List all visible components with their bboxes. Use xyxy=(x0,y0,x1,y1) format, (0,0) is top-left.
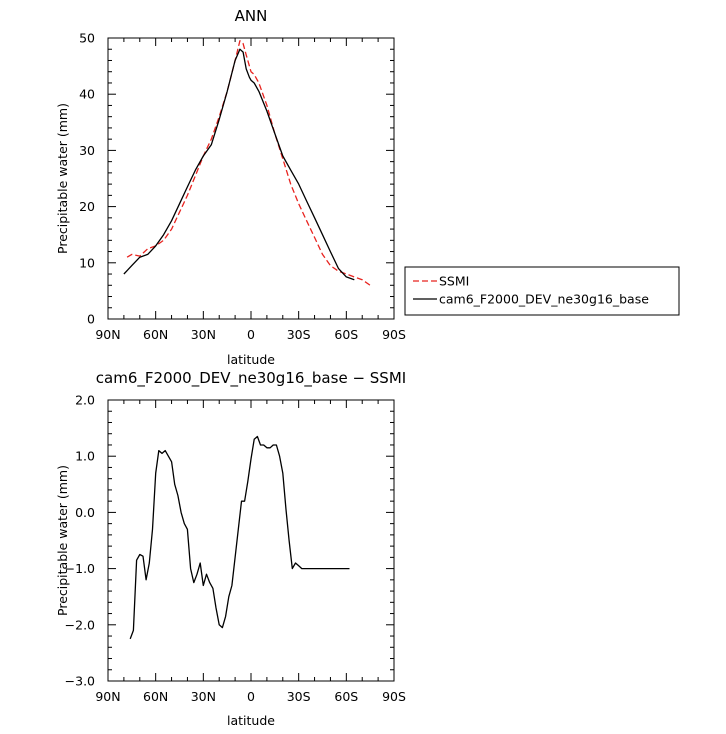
y-tick-label: 0 xyxy=(87,312,95,327)
x-tick-label: 0 xyxy=(247,689,255,704)
x-tick-label: 90N xyxy=(95,689,120,704)
y-tick-label: 0.0 xyxy=(75,505,95,520)
x-axis-label: latitude xyxy=(227,352,275,367)
x-tick-label: 0 xyxy=(247,327,255,342)
x-tick-label: 60S xyxy=(334,689,358,704)
x-axis-label: latitude xyxy=(227,713,275,728)
x-tick-label: 30N xyxy=(191,327,216,342)
x-tick-label: 60S xyxy=(334,327,358,342)
y-tick-label: 2.0 xyxy=(75,393,95,408)
series-line-0 xyxy=(129,435,350,640)
y-tick-label: 10 xyxy=(79,255,95,270)
series-line-0 xyxy=(126,40,371,286)
y-axis-label: Precipitable water (mm) xyxy=(55,103,70,254)
y-tick-label: 50 xyxy=(79,31,95,46)
x-tick-label: 60N xyxy=(143,327,168,342)
x-tick-label: 30N xyxy=(191,689,216,704)
x-tick-label: 30S xyxy=(287,327,311,342)
x-tick-label: 60N xyxy=(143,689,168,704)
lower-panel: cam6_F2000_DEV_ne30g16_base − SSMI 90N 60N… xyxy=(55,369,406,728)
y-tick-label: 30 xyxy=(79,143,95,158)
y-axis-label: Precipitable water (mm) xyxy=(55,465,70,616)
y-tick-label: 1.0 xyxy=(75,449,95,464)
legend-label: cam6_F2000_DEV_ne30g16_base xyxy=(439,292,649,307)
legend: SSMI cam6_F2000_DEV_ne30g16_base xyxy=(404,266,680,316)
legend-box xyxy=(404,266,680,316)
chart-title: ANN xyxy=(235,7,268,25)
y-tick-label: 40 xyxy=(79,87,95,102)
x-tick-label: 90S xyxy=(382,327,406,342)
y-tick-label: −3.0 xyxy=(65,674,95,689)
x-tick-label: 90S xyxy=(382,689,406,704)
y-tick-label: 20 xyxy=(79,199,95,214)
legend-label: SSMI xyxy=(439,274,469,289)
y-tick-label: −1.0 xyxy=(65,561,95,576)
x-tick-label: 30S xyxy=(287,689,311,704)
y-tick-label: −2.0 xyxy=(65,617,95,632)
series-line-1 xyxy=(123,48,355,281)
chart-title: cam6_F2000_DEV_ne30g16_base − SSMI xyxy=(96,369,406,388)
x-tick-label: 90N xyxy=(95,327,120,342)
upper-panel: ANN 90N 60N 30N 0 30S 60S 90S 0 10 20 30 40 50 latitud… xyxy=(55,7,406,367)
